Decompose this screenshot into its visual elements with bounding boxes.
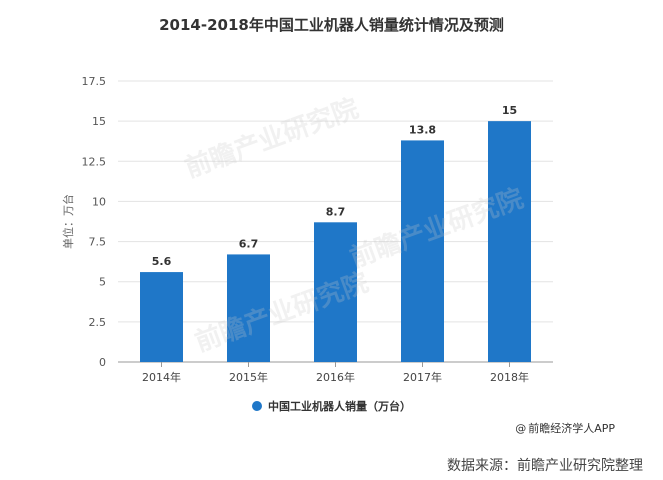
y-axis-label: 单位：万台 [61, 194, 75, 249]
y-tick-label: 7.5 [89, 236, 107, 249]
data-label: 13.8 [409, 123, 436, 136]
data-label: 15 [502, 104, 517, 117]
bar [401, 140, 444, 362]
data-label: 6.7 [239, 237, 259, 250]
bar [140, 272, 183, 362]
y-tick-label: 0 [99, 356, 106, 369]
y-tick-label: 17.5 [82, 75, 107, 88]
data-label: 5.6 [152, 255, 172, 268]
y-tick-label: 15 [92, 115, 106, 128]
bar [314, 222, 357, 362]
bar [227, 254, 270, 362]
credit-text: 前瞻经济学人APP [528, 422, 615, 435]
bar [488, 121, 531, 363]
y-tick-label: 5 [99, 276, 106, 289]
x-tick-label: 2015年 [229, 370, 268, 384]
chart-title: 2014-2018年中国工业机器人销量统计情况及预测 [159, 16, 504, 34]
x-tick-label: 2017年 [403, 370, 442, 384]
at-sign-icon: @ [515, 422, 527, 435]
x-tick-label: 2016年 [316, 370, 355, 384]
source-note: 数据来源：前瞻产业研究院整理 [447, 458, 643, 474]
legend[interactable]: 中国工业机器人销量（万台） [0, 398, 663, 414]
y-tick-label: 12.5 [82, 155, 107, 168]
y-tick-label: 2.5 [89, 316, 107, 329]
credit: @ 前瞻经济学人APP [515, 420, 615, 436]
y-tick-label: 10 [92, 195, 106, 208]
x-tick-label: 2018年 [490, 370, 529, 384]
data-label: 8.7 [326, 205, 346, 218]
legend-label: 中国工业机器人销量（万台） [268, 400, 411, 413]
legend-marker [252, 401, 262, 411]
x-tick-label: 2014年 [142, 370, 181, 384]
